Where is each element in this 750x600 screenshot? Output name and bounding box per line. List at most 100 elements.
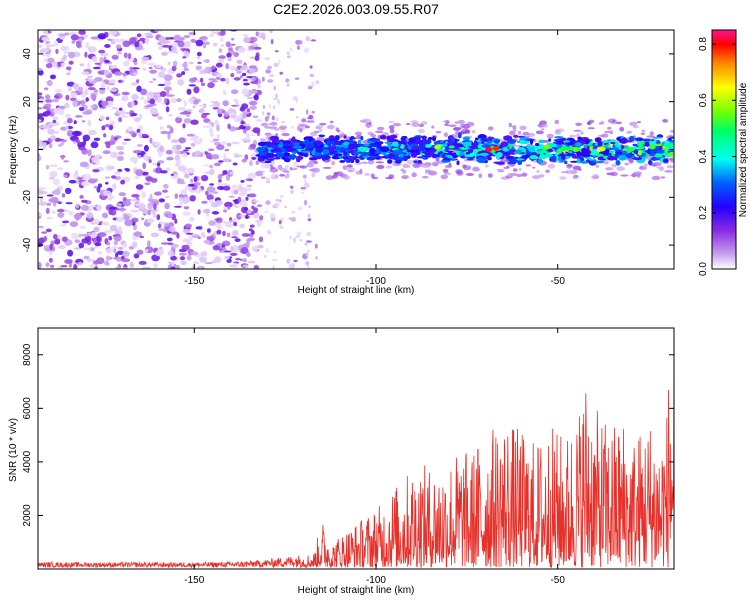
noise-blob	[83, 173, 92, 181]
noise-blob	[123, 60, 130, 67]
transition-blob	[278, 59, 281, 65]
signal-blob	[529, 155, 538, 160]
signal-blob	[278, 144, 283, 148]
signal-blob	[550, 155, 557, 162]
noise-blob	[79, 161, 89, 168]
noise-blob	[208, 168, 215, 176]
noise-blob	[157, 150, 164, 158]
noise-blob	[231, 184, 238, 189]
snr-panel: -150 -100 -50 2000 4000 6000 8000 Height of s…	[8, 327, 675, 596]
noise-blob	[149, 98, 156, 105]
band-halo-blob	[322, 166, 332, 169]
band-halo-blob	[442, 120, 449, 123]
transition-blob	[268, 104, 272, 109]
noise-blob	[220, 44, 225, 47]
signal-blob	[649, 153, 656, 157]
band-halo-blob	[525, 164, 532, 167]
snr-x-label: Height of straight line (km)	[298, 585, 415, 596]
signal-blob	[433, 141, 440, 145]
signal-blob	[394, 160, 402, 164]
noise-blob	[218, 179, 222, 183]
band-halo-blob	[636, 121, 642, 124]
signal-blob	[377, 155, 381, 158]
noise-blob	[65, 202, 73, 205]
noise-blob	[115, 176, 121, 180]
band-halo-blob	[327, 124, 335, 130]
noise-blob	[236, 65, 242, 69]
noise-blob	[237, 47, 246, 53]
noise-blob	[224, 223, 233, 228]
signal-blob	[417, 160, 422, 164]
noise-blob	[97, 251, 103, 255]
signal-blob	[314, 152, 322, 157]
signal-blob	[522, 154, 527, 160]
noise-blob	[230, 252, 238, 256]
noise-blob	[183, 118, 192, 124]
noise-blob	[220, 30, 226, 36]
noise-blob	[143, 153, 149, 160]
signal-blob	[399, 144, 405, 149]
noise-blob	[41, 231, 48, 234]
noise-blob	[147, 240, 151, 248]
noise-blob	[131, 209, 137, 213]
signal-blob	[462, 141, 472, 147]
noise-blob	[97, 183, 103, 188]
noise-blob	[241, 88, 250, 96]
band-halo-blob	[607, 126, 612, 130]
noise-blob	[130, 100, 135, 107]
noise-blob	[225, 62, 230, 70]
band-halo-blob	[302, 174, 307, 179]
noise-blob	[229, 171, 234, 175]
band-halo-blob	[370, 134, 377, 138]
noise-blob	[94, 178, 98, 182]
noise-blob	[178, 252, 188, 256]
signal-blob	[538, 139, 545, 144]
signal-blob	[574, 142, 583, 147]
noise-blob	[156, 162, 161, 167]
y-tick-label: 2000	[22, 504, 33, 527]
noise-blob	[116, 202, 123, 208]
transition-blob	[306, 264, 310, 269]
noise-blob	[163, 183, 169, 189]
noise-blob	[117, 168, 123, 172]
noise-blob	[117, 226, 123, 233]
band-halo-blob	[554, 129, 562, 135]
noise-blob	[157, 223, 162, 229]
noise-blob	[253, 94, 259, 101]
transition-blob	[290, 125, 294, 129]
noise-blob	[98, 49, 106, 54]
noise-blob	[112, 183, 117, 190]
noise-blob	[251, 230, 255, 235]
signal-blob	[257, 141, 267, 146]
noise-blob	[52, 233, 58, 240]
noise-blob	[231, 236, 238, 239]
noise-blob	[172, 60, 178, 67]
signal-blob	[539, 154, 548, 160]
noise-blob	[170, 173, 174, 176]
band-halo-blob	[604, 130, 611, 134]
noise-blob	[200, 174, 209, 182]
band-halo-blob	[643, 163, 649, 168]
signal-blob	[310, 141, 314, 144]
band-halo-blob	[388, 125, 395, 130]
noise-blob	[151, 178, 158, 183]
band-halo-blob	[279, 173, 285, 177]
noise-blob	[202, 125, 211, 128]
noise-blob	[66, 117, 73, 124]
noise-blob	[96, 257, 105, 265]
signal-blob	[471, 142, 479, 147]
signal-blob	[664, 147, 668, 150]
noise-blob	[131, 112, 138, 117]
signal-blob	[632, 157, 643, 161]
noise-blob	[228, 220, 234, 223]
transition-blob	[289, 185, 294, 189]
transition-blob	[307, 218, 312, 222]
noise-blob	[194, 150, 202, 158]
noise-blob	[90, 232, 97, 239]
noise-blob	[38, 113, 47, 117]
noise-blob	[155, 64, 163, 69]
band-halo-blob	[376, 126, 385, 131]
noise-blob	[123, 138, 131, 141]
noise-blob	[80, 71, 90, 75]
noise-blob	[82, 134, 91, 142]
